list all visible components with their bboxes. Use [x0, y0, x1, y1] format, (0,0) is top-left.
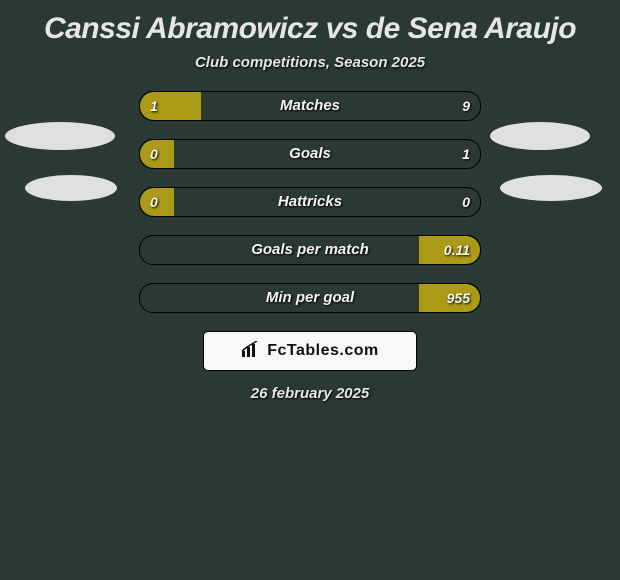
decorative-oval	[5, 122, 115, 150]
date-text: 26 february 2025	[0, 385, 620, 402]
decorative-oval	[25, 175, 117, 201]
row-value-right: 0	[462, 188, 470, 216]
comparison-row: Min per goal955	[139, 283, 481, 313]
source-badge: FcTables.com	[203, 331, 417, 371]
comparison-bars: Matches19Goals01Hattricks00Goals per mat…	[139, 91, 481, 313]
page-title: Canssi Abramowicz vs de Sena Araujo	[0, 0, 620, 46]
badge-text: FcTables.com	[267, 342, 379, 360]
decorative-oval	[490, 122, 590, 150]
comparison-row: Matches1 9	[139, 91, 481, 121]
row-label: Hattricks	[140, 188, 480, 216]
comparison-row: Goals per match0.11	[139, 235, 481, 265]
row-value-left: 1	[150, 92, 158, 120]
decorative-oval	[500, 175, 602, 201]
row-value-right: 0.11	[444, 236, 470, 264]
comparison-row: Goals0 1	[139, 139, 481, 169]
row-label: Min per goal	[140, 284, 480, 312]
row-value-right: 9	[462, 92, 470, 120]
subtitle: Club competitions, Season 2025	[0, 54, 620, 71]
row-value-right: 1	[462, 140, 470, 168]
comparison-row: Hattricks0 0	[139, 187, 481, 217]
row-label: Matches	[140, 92, 480, 120]
row-label: Goals	[140, 140, 480, 168]
bars-icon	[241, 341, 261, 362]
row-label: Goals per match	[140, 236, 480, 264]
row-value-right: 955	[447, 284, 470, 312]
row-value-left: 0	[150, 188, 158, 216]
row-value-left: 0	[150, 140, 158, 168]
